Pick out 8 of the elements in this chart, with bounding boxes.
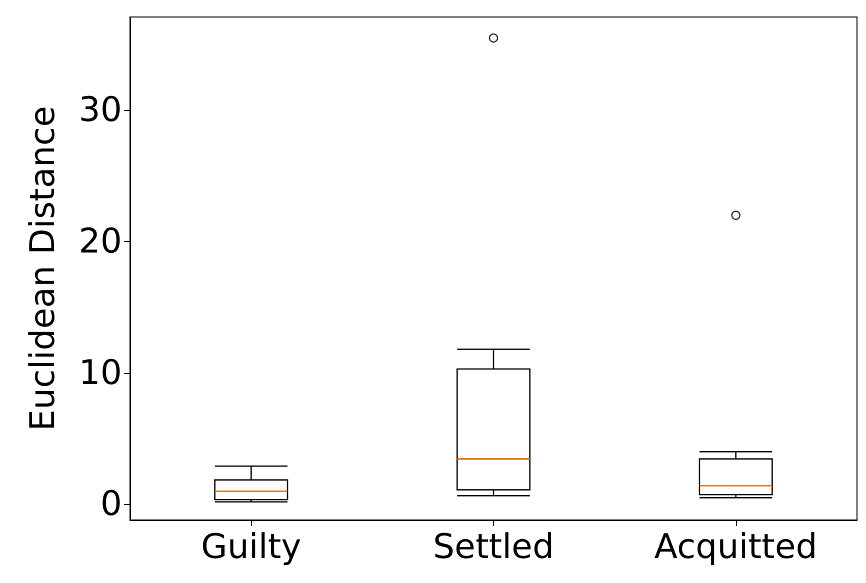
x-tick-label: Settled	[432, 527, 554, 567]
x-tick-label: Acquitted	[654, 527, 818, 567]
y-tick-label: 20	[78, 222, 122, 262]
y-tick-label: 30	[78, 90, 122, 130]
y-tick-label: 0	[100, 484, 122, 524]
y-axis-title: Euclidean Distance	[23, 106, 63, 431]
y-tick-label: 10	[78, 352, 122, 393]
x-tick-label: Guilty	[201, 527, 302, 567]
